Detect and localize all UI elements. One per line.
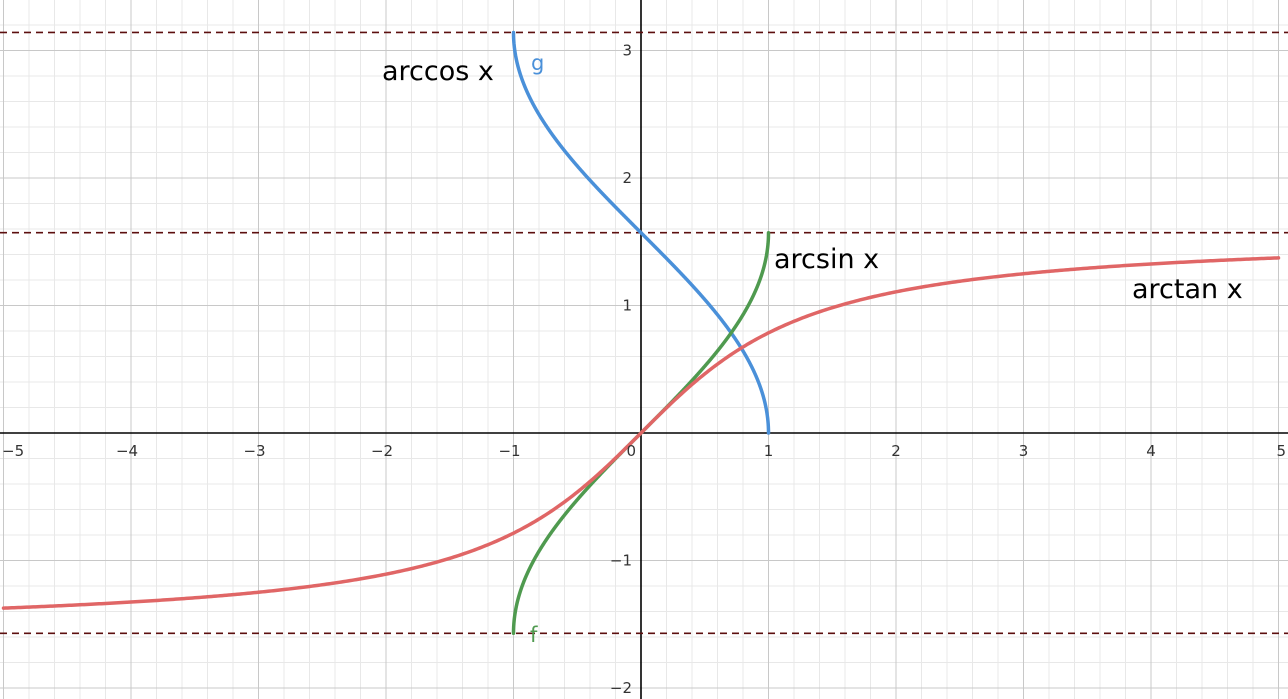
y-tick-label: −1 (610, 552, 632, 570)
x-tick-label: 4 (1146, 442, 1156, 460)
curves (1, 30, 1281, 636)
arccos-curve (511, 30, 771, 435)
curve-labels: arccos x g arcsin x f arctan x (382, 51, 1243, 647)
arccos-label: arccos x (382, 56, 494, 87)
x-tick-label: 5 (1276, 442, 1286, 460)
x-tick-label: −3 (243, 442, 265, 460)
x-tick-label: 2 (891, 442, 901, 460)
x-tick-label: 3 (1019, 442, 1029, 460)
x-tick-label: 0 (626, 442, 636, 460)
y-tick-label: 1 (622, 297, 632, 315)
arccos-tag: g (531, 51, 544, 75)
y-tick-label: 2 (622, 169, 632, 187)
x-tick-label: −5 (2, 442, 24, 460)
asymptote-lines (0, 31, 1288, 635)
arctan-label: arctan x (1132, 274, 1243, 305)
y-tick-label: −2 (610, 679, 632, 697)
arcsin-tag: f (530, 623, 538, 647)
arcsin-label: arcsin x (774, 244, 879, 275)
x-tick-label: 1 (764, 442, 774, 460)
x-tick-label: −1 (498, 442, 520, 460)
x-tick-label: −2 (371, 442, 393, 460)
y-tick-label: 3 (622, 42, 632, 60)
x-tick-label: −4 (116, 442, 138, 460)
tick-labels: −5 −4 −3 −2 −1 0 1 2 3 4 5 −2 −1 1 2 3 (2, 42, 1286, 698)
arctan-curve (1, 256, 1281, 610)
